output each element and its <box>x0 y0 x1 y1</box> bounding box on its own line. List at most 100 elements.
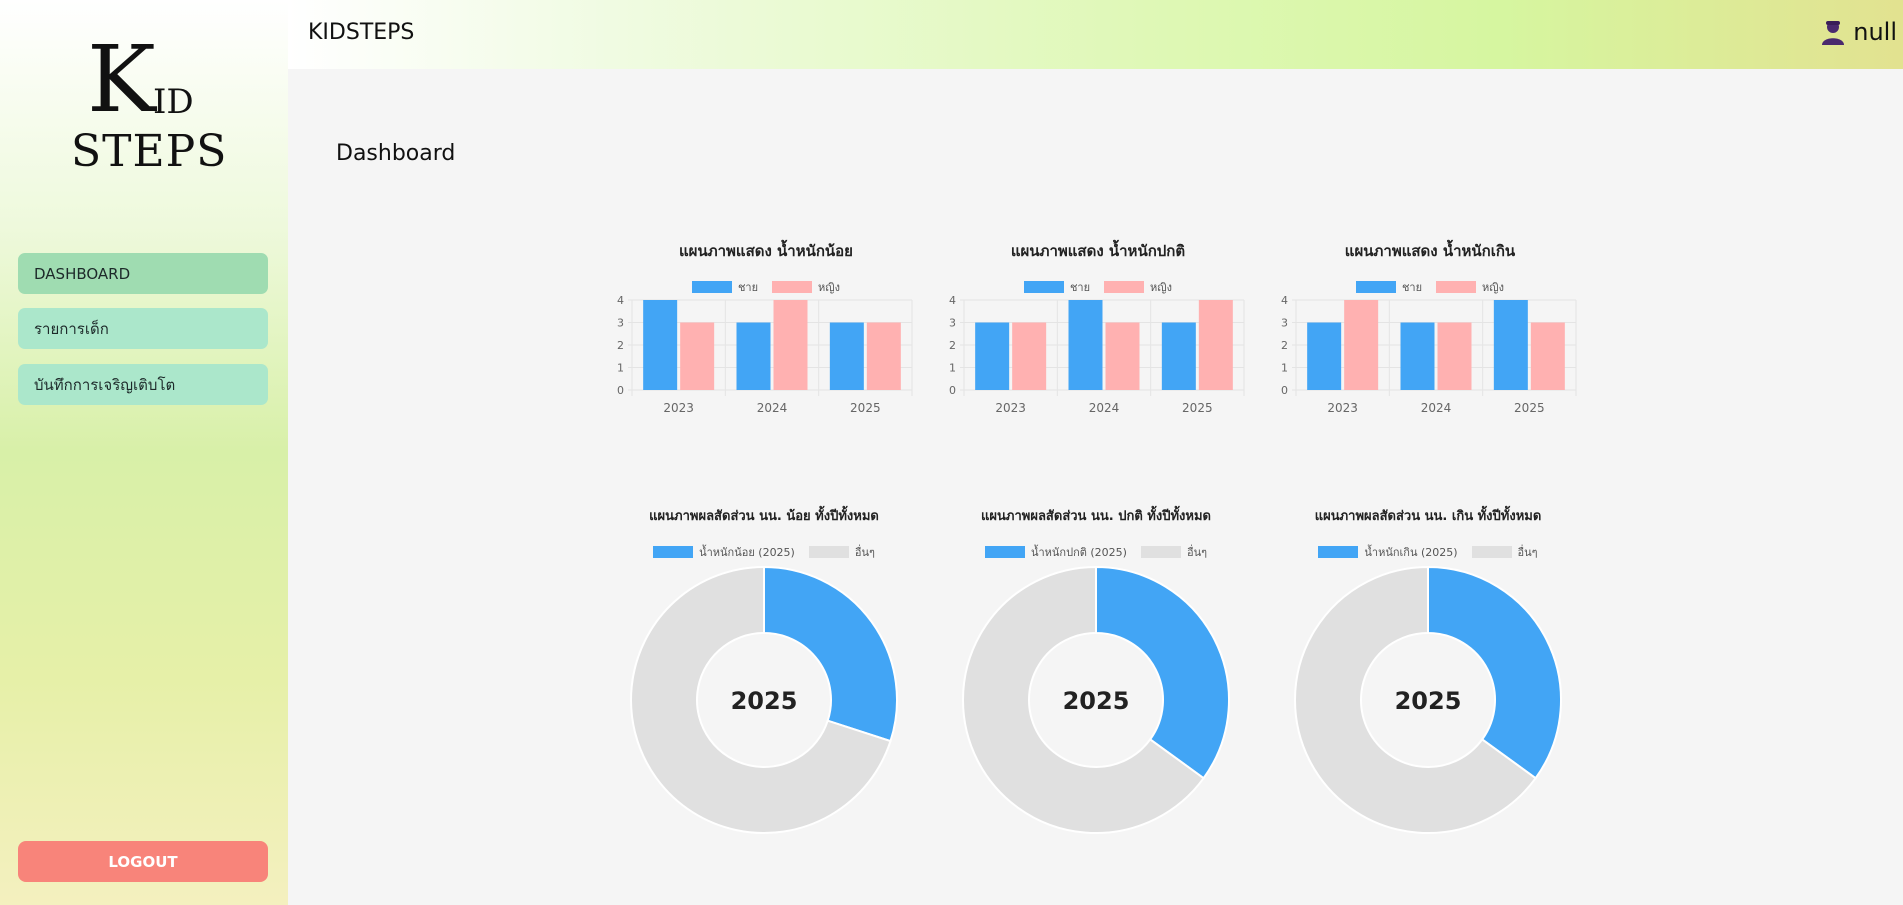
chart-title: แผนภาพผลสัดส่วน นน. น้อย ทั้งปีทั้งหมด <box>649 509 879 524</box>
legend-label: ชาย <box>1401 281 1423 294</box>
chart-title: แผนภาพแสดง น้ำหนักเกิน <box>1344 242 1516 260</box>
user-menu[interactable]: null <box>1821 18 1897 46</box>
top-bar: KIDSTEPS null <box>288 0 1903 69</box>
legend-item-male[interactable]: ชาย <box>1355 278 1423 296</box>
legend-swatch <box>1318 546 1359 558</box>
chart-title: แผนภาพแสดง น้ำหนักน้อย <box>679 242 853 260</box>
legend-swatch <box>1471 546 1512 558</box>
x-tick-label: 2025 <box>850 401 881 414</box>
bar <box>773 300 808 390</box>
page-title: Dashboard <box>336 141 456 166</box>
chart-title: แผนภาพแสดง น้ำหนักปกติ <box>1010 242 1186 260</box>
legend-label: อื่นๆ <box>854 546 875 559</box>
donut-center-label: 2025 <box>1063 687 1130 715</box>
chart-legend: ชาย หญิง <box>1270 278 1590 296</box>
bar <box>866 322 901 390</box>
legend-item-female[interactable]: หญิง <box>1436 278 1504 296</box>
donut-chart-normal: แผนภาพผลสัดส่วน นน. ปกติ ทั้งปีทั้งหมด น… <box>946 505 1246 885</box>
legend-item-male[interactable]: ชาย <box>691 278 758 296</box>
y-tick-label: 4 <box>617 294 624 307</box>
x-tick-label: 2023 <box>663 401 694 414</box>
legend-label: น้ำหนักน้อย (2025) <box>699 546 795 559</box>
logo-letters-steps: STEPS <box>71 126 228 177</box>
bar <box>1437 322 1472 390</box>
donut-plot: 2025 <box>962 565 1230 834</box>
bar-chart-overweight: แผนภาพแสดง น้ำหนักเกิน ชาย หญิง 0 1 2 3 4 202… <box>1270 239 1590 439</box>
username: null <box>1853 18 1897 46</box>
bar <box>1105 322 1140 390</box>
bar-plot: 0 1 2 3 4 2023 2024 2025 <box>949 294 1245 414</box>
sidebar-item-children-list[interactable]: รายการเด็ก <box>18 308 268 349</box>
sidebar: K ID STEPS DASHBOARD รายการเด็ก บันทึกกา… <box>0 0 288 905</box>
bar <box>680 322 715 390</box>
legend-item-category[interactable]: น้ำหนักเกิน (2025) <box>1318 543 1458 561</box>
legend-swatch <box>1104 281 1145 293</box>
legend-label: อื่นๆ <box>1186 546 1208 559</box>
bar-chart-underweight: แผนภาพแสดง น้ำหนักน้อย ชาย หญิง 0 1 2 3 4 202… <box>606 239 926 439</box>
bar <box>1198 300 1233 390</box>
legend-swatch <box>1436 281 1477 293</box>
y-tick-label: 3 <box>1281 317 1288 330</box>
chart-legend: น้ำหนักปกติ (2025) อื่นๆ <box>946 543 1246 561</box>
donut-plot: 2025 <box>630 565 898 834</box>
logout-button[interactable]: LOGOUT <box>18 841 268 882</box>
y-tick-label: 2 <box>617 339 624 352</box>
x-tick-label: 2023 <box>995 401 1026 414</box>
user-icon <box>1822 21 1845 45</box>
legend-item-female[interactable]: หญิง <box>772 278 840 296</box>
x-tick-label: 2024 <box>1089 401 1120 414</box>
y-tick-label: 4 <box>1281 294 1288 307</box>
y-tick-label: 1 <box>949 362 956 375</box>
legend-label: หญิง <box>1150 281 1173 294</box>
bar <box>829 322 864 390</box>
donut-slice <box>763 565 898 743</box>
legend-item-category[interactable]: น้ำหนักน้อย (2025) <box>653 543 795 561</box>
y-tick-label: 3 <box>949 317 956 330</box>
y-tick-label: 3 <box>617 317 624 330</box>
donut-slice <box>630 565 892 834</box>
bar <box>1012 322 1047 390</box>
legend-item-male[interactable]: ชาย <box>1023 278 1091 296</box>
bar <box>1530 322 1565 390</box>
legend-swatch <box>984 546 1025 558</box>
y-tick-label: 0 <box>1281 384 1288 397</box>
y-tick-label: 4 <box>949 294 956 307</box>
kidsteps-logo: K ID STEPS <box>65 34 228 195</box>
legend-item-other[interactable]: อื่นๆ <box>1140 543 1208 561</box>
sidebar-item-label: รายการเด็ก <box>34 319 109 338</box>
legend-item-female[interactable]: หญิง <box>1104 278 1172 296</box>
legend-label: หญิง <box>818 281 841 294</box>
legend-swatch <box>1140 546 1181 558</box>
logo-letters-id: ID <box>153 82 194 122</box>
bar-plot: 0 1 2 3 4 2023 2024 2025 <box>1281 294 1577 414</box>
bar <box>1344 300 1379 390</box>
legend-label: ชาย <box>1069 281 1091 294</box>
legend-label: อื่นๆ <box>1517 546 1538 559</box>
legend-label: น้ำหนักปกติ (2025) <box>1030 546 1127 559</box>
donut-slice <box>962 565 1205 834</box>
sidebar-item-label: DASHBOARD <box>34 264 131 283</box>
legend-swatch <box>691 281 732 293</box>
x-tick-label: 2023 <box>1327 401 1358 414</box>
chart-title: แผนภาพผลสัดส่วน นน. ปกติ ทั้งปีทั้งหมด <box>981 509 1211 524</box>
bar <box>1161 322 1196 390</box>
y-tick-label: 1 <box>617 362 624 375</box>
bar <box>736 322 771 390</box>
legend-item-other[interactable]: อื่นๆ <box>1471 543 1538 561</box>
donut-center-label: 2025 <box>731 687 798 715</box>
legend-label: หญิง <box>1482 281 1505 294</box>
legend-swatch <box>772 281 813 293</box>
bar <box>1307 322 1342 390</box>
donut-slice <box>1095 565 1230 780</box>
chart-legend: น้ำหนักน้อย (2025) อื่นๆ <box>614 543 914 561</box>
donut-chart-underweight: แผนภาพผลสัดส่วน นน. น้อย ทั้งปีทั้งหมด น… <box>614 505 914 885</box>
y-tick-label: 0 <box>617 384 624 397</box>
chart-title: แผนภาพผลสัดส่วน นน. เกิน ทั้งปีทั้งหมด <box>1314 509 1542 524</box>
legend-item-other[interactable]: อื่นๆ <box>808 543 875 561</box>
sidebar-item-dashboard[interactable]: DASHBOARD <box>18 253 268 294</box>
legend-swatch <box>808 546 849 558</box>
bar-chart-normal: แผนภาพแสดง น้ำหนักปกติ ชาย หญิง 0 1 2 3 4 202… <box>938 239 1258 439</box>
sidebar-item-growth-record[interactable]: บันทึกการเจริญเติบโต <box>18 364 268 405</box>
donut-chart-overweight: แผนภาพผลสัดส่วน นน. เกิน ทั้งปีทั้งหมด น… <box>1278 505 1578 885</box>
legend-item-category[interactable]: น้ำหนักปกติ (2025) <box>984 543 1127 561</box>
